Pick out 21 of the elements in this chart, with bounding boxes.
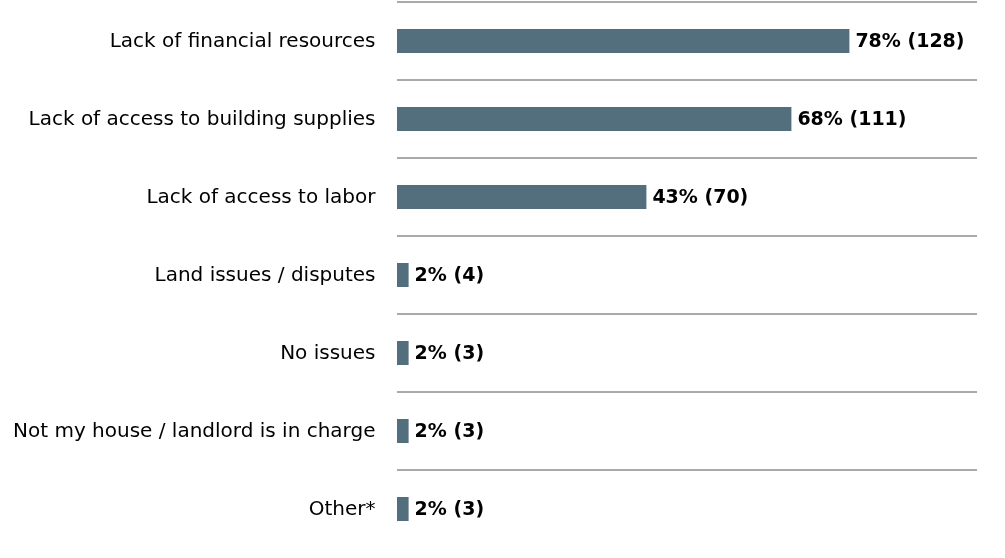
data-label: 78% (128) xyxy=(855,29,965,51)
bar xyxy=(397,497,409,521)
bar xyxy=(397,263,409,287)
y-tick-label: Not my house / landlord is in charge xyxy=(13,418,376,442)
y-tick-label: Other* xyxy=(308,496,376,520)
bar xyxy=(397,419,409,443)
y-tick-label: Lack of access to labor xyxy=(146,184,377,208)
data-label: 2% (3) xyxy=(414,341,485,363)
bar xyxy=(397,107,792,131)
bar xyxy=(397,341,409,365)
data-label: 68% (111) xyxy=(797,107,907,129)
y-tick-label: Land issues / disputes xyxy=(154,262,376,286)
data-label: 2% (3) xyxy=(414,419,485,441)
bar xyxy=(397,29,850,53)
y-tick-label: No issues xyxy=(280,340,376,364)
data-label: 2% (3) xyxy=(414,497,485,519)
y-tick-label: Lack of financial resources xyxy=(109,28,376,52)
y-tick-label: Lack of access to building supplies xyxy=(28,106,376,130)
data-label: 2% (4) xyxy=(414,263,485,285)
bar xyxy=(397,185,647,209)
data-label: 43% (70) xyxy=(652,185,749,207)
